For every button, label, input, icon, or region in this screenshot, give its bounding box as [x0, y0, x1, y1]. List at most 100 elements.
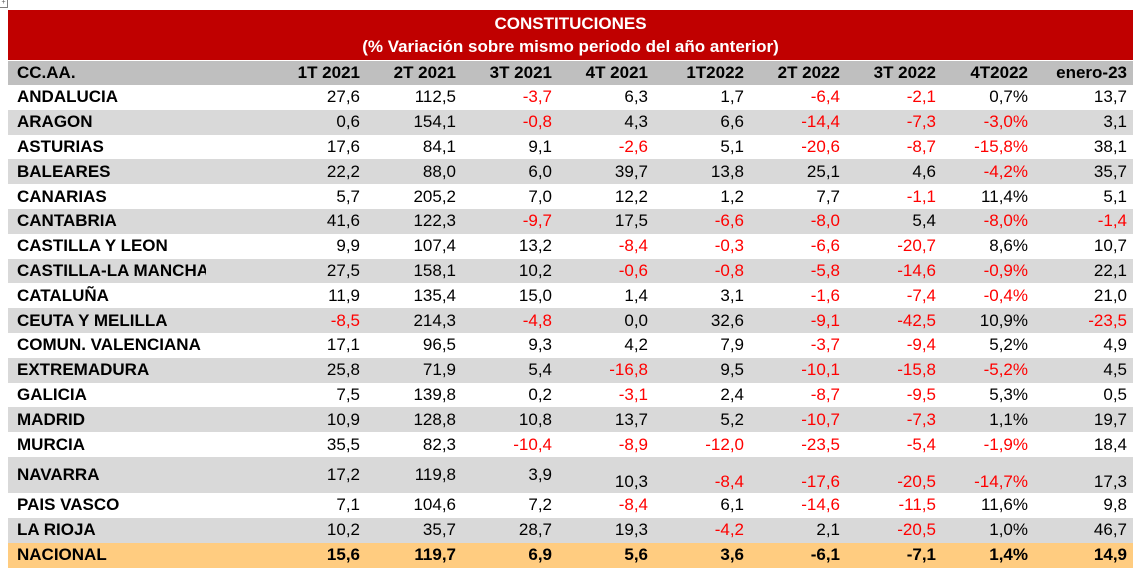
value-cell[interactable]: -8,4 — [558, 492, 654, 518]
value-cell[interactable]: 12,2 — [558, 184, 654, 209]
value-cell[interactable]: -9,4 — [846, 332, 942, 358]
value-cell[interactable]: 10,9% — [942, 308, 1034, 333]
value-cell[interactable]: -1,4 — [1034, 208, 1133, 234]
value-cell[interactable]: 0,0 — [558, 308, 654, 333]
value-cell[interactable]: -8,5 — [206, 308, 366, 333]
value-cell[interactable]: -8,7 — [750, 382, 846, 408]
region-cell[interactable]: CANARIAS — [8, 184, 206, 209]
value-cell[interactable]: 17,1 — [206, 332, 366, 358]
value-cell[interactable]: 5,4 — [846, 208, 942, 234]
value-cell[interactable]: -2,1 — [846, 85, 942, 110]
value-cell[interactable]: -8,4 — [558, 233, 654, 259]
value-cell[interactable]: 13,2 — [462, 233, 558, 259]
value-cell[interactable]: 5,4 — [462, 357, 558, 383]
value-cell[interactable]: 17,5 — [558, 208, 654, 234]
value-cell[interactable]: 112,5 — [366, 85, 462, 110]
value-cell[interactable]: 2,4 — [654, 382, 750, 408]
value-cell[interactable]: -6,1 — [750, 542, 846, 568]
value-cell[interactable]: 13,7 — [1034, 85, 1133, 110]
value-cell[interactable]: -4,2% — [942, 159, 1034, 185]
value-cell[interactable]: 14,9 — [1034, 542, 1133, 568]
value-cell[interactable]: 19,3 — [558, 517, 654, 543]
value-cell[interactable]: 1,0% — [942, 517, 1034, 543]
value-cell[interactable]: -9,5 — [846, 382, 942, 408]
value-cell[interactable]: 25,1 — [750, 159, 846, 185]
value-cell[interactable]: -9,7 — [462, 208, 558, 234]
value-cell[interactable]: -7,3 — [846, 407, 942, 433]
value-cell[interactable]: 3,1 — [654, 283, 750, 309]
value-cell[interactable]: -5,8 — [750, 258, 846, 284]
value-cell[interactable]: 0,5 — [1034, 382, 1133, 408]
value-cell[interactable]: -17,6 — [750, 456, 846, 493]
value-cell[interactable]: 9,5 — [654, 357, 750, 383]
value-cell[interactable]: 46,7 — [1034, 517, 1133, 543]
region-cell[interactable]: ASTURIAS — [8, 134, 206, 160]
value-cell[interactable]: -10,1 — [750, 357, 846, 383]
value-cell[interactable]: 11,4% — [942, 184, 1034, 209]
value-cell[interactable]: 9,1 — [462, 134, 558, 160]
region-cell[interactable]: CASTILLA-LA MANCHA — [8, 258, 206, 284]
value-cell[interactable]: -3,7 — [750, 332, 846, 358]
value-cell[interactable]: 17,3 — [1034, 456, 1133, 493]
value-cell[interactable]: 4,6 — [846, 159, 942, 185]
value-cell[interactable]: 5,1 — [1034, 184, 1133, 209]
value-cell[interactable]: -9,1 — [750, 308, 846, 333]
value-cell[interactable]: 10,2 — [206, 517, 366, 543]
value-cell[interactable]: 3,1 — [1034, 109, 1133, 135]
value-cell[interactable]: 25,8 — [206, 357, 366, 383]
value-cell[interactable]: -20,7 — [846, 233, 942, 259]
value-cell[interactable]: 21,0 — [1034, 283, 1133, 309]
value-cell[interactable]: -8,0 — [750, 208, 846, 234]
value-cell[interactable]: 27,6 — [206, 85, 366, 110]
value-cell[interactable]: -23,5 — [1034, 308, 1133, 333]
value-cell[interactable]: 4,5 — [1034, 357, 1133, 383]
value-cell[interactable]: -20,6 — [750, 134, 846, 160]
value-cell[interactable]: 4,2 — [558, 332, 654, 358]
value-cell[interactable]: 13,8 — [654, 159, 750, 185]
value-cell[interactable]: -8,0% — [942, 208, 1034, 234]
value-cell[interactable]: 32,6 — [654, 308, 750, 333]
value-cell[interactable]: -0,9% — [942, 258, 1034, 284]
region-cell[interactable]: GALICIA — [8, 382, 206, 408]
value-cell[interactable]: 7,5 — [206, 382, 366, 408]
value-cell[interactable]: -0,6 — [558, 258, 654, 284]
value-cell[interactable]: 0,7% — [942, 85, 1034, 110]
value-cell[interactable]: 10,3 — [558, 456, 654, 493]
value-cell[interactable]: 10,8 — [462, 407, 558, 433]
value-cell[interactable]: 6,0 — [462, 159, 558, 185]
value-cell[interactable]: -10,7 — [750, 407, 846, 433]
value-cell[interactable]: 19,7 — [1034, 407, 1133, 433]
value-cell[interactable]: 82,3 — [366, 432, 462, 457]
value-cell[interactable]: -16,8 — [558, 357, 654, 383]
value-cell[interactable]: 135,4 — [366, 283, 462, 309]
value-cell[interactable]: -23,5 — [750, 432, 846, 457]
value-cell[interactable]: 4,9 — [1034, 332, 1133, 358]
value-cell[interactable]: 15,6 — [206, 542, 366, 568]
value-cell[interactable]: -15,8% — [942, 134, 1034, 160]
value-cell[interactable]: 119,7 — [366, 542, 462, 568]
region-cell[interactable]: CANTABRIA — [8, 208, 206, 234]
value-cell[interactable]: 5,2% — [942, 332, 1034, 358]
value-cell[interactable]: 7,2 — [462, 492, 558, 518]
value-cell[interactable]: -4,8 — [462, 308, 558, 333]
value-cell[interactable]: 11,9 — [206, 283, 366, 309]
value-cell[interactable]: 158,1 — [366, 258, 462, 284]
value-cell[interactable]: -6,4 — [750, 85, 846, 110]
value-cell[interactable]: 18,4 — [1034, 432, 1133, 457]
value-cell[interactable]: 7,1 — [206, 492, 366, 518]
value-cell[interactable]: -11,5 — [846, 492, 942, 518]
value-cell[interactable]: 22,2 — [206, 159, 366, 185]
value-cell[interactable]: 2,1 — [750, 517, 846, 543]
region-cell[interactable]: PAIS VASCO — [8, 492, 206, 518]
value-cell[interactable]: 15,0 — [462, 283, 558, 309]
value-cell[interactable]: 122,3 — [366, 208, 462, 234]
value-cell[interactable]: -2,6 — [558, 134, 654, 160]
value-cell[interactable]: 35,7 — [1034, 159, 1133, 185]
value-cell[interactable]: 3,6 — [654, 542, 750, 568]
value-cell[interactable]: -0,8 — [654, 258, 750, 284]
value-cell[interactable]: -5,4 — [846, 432, 942, 457]
value-cell[interactable]: 7,9 — [654, 332, 750, 358]
value-cell[interactable]: -8,7 — [846, 134, 942, 160]
value-cell[interactable]: -8,4 — [654, 456, 750, 493]
value-cell[interactable]: 104,6 — [366, 492, 462, 518]
